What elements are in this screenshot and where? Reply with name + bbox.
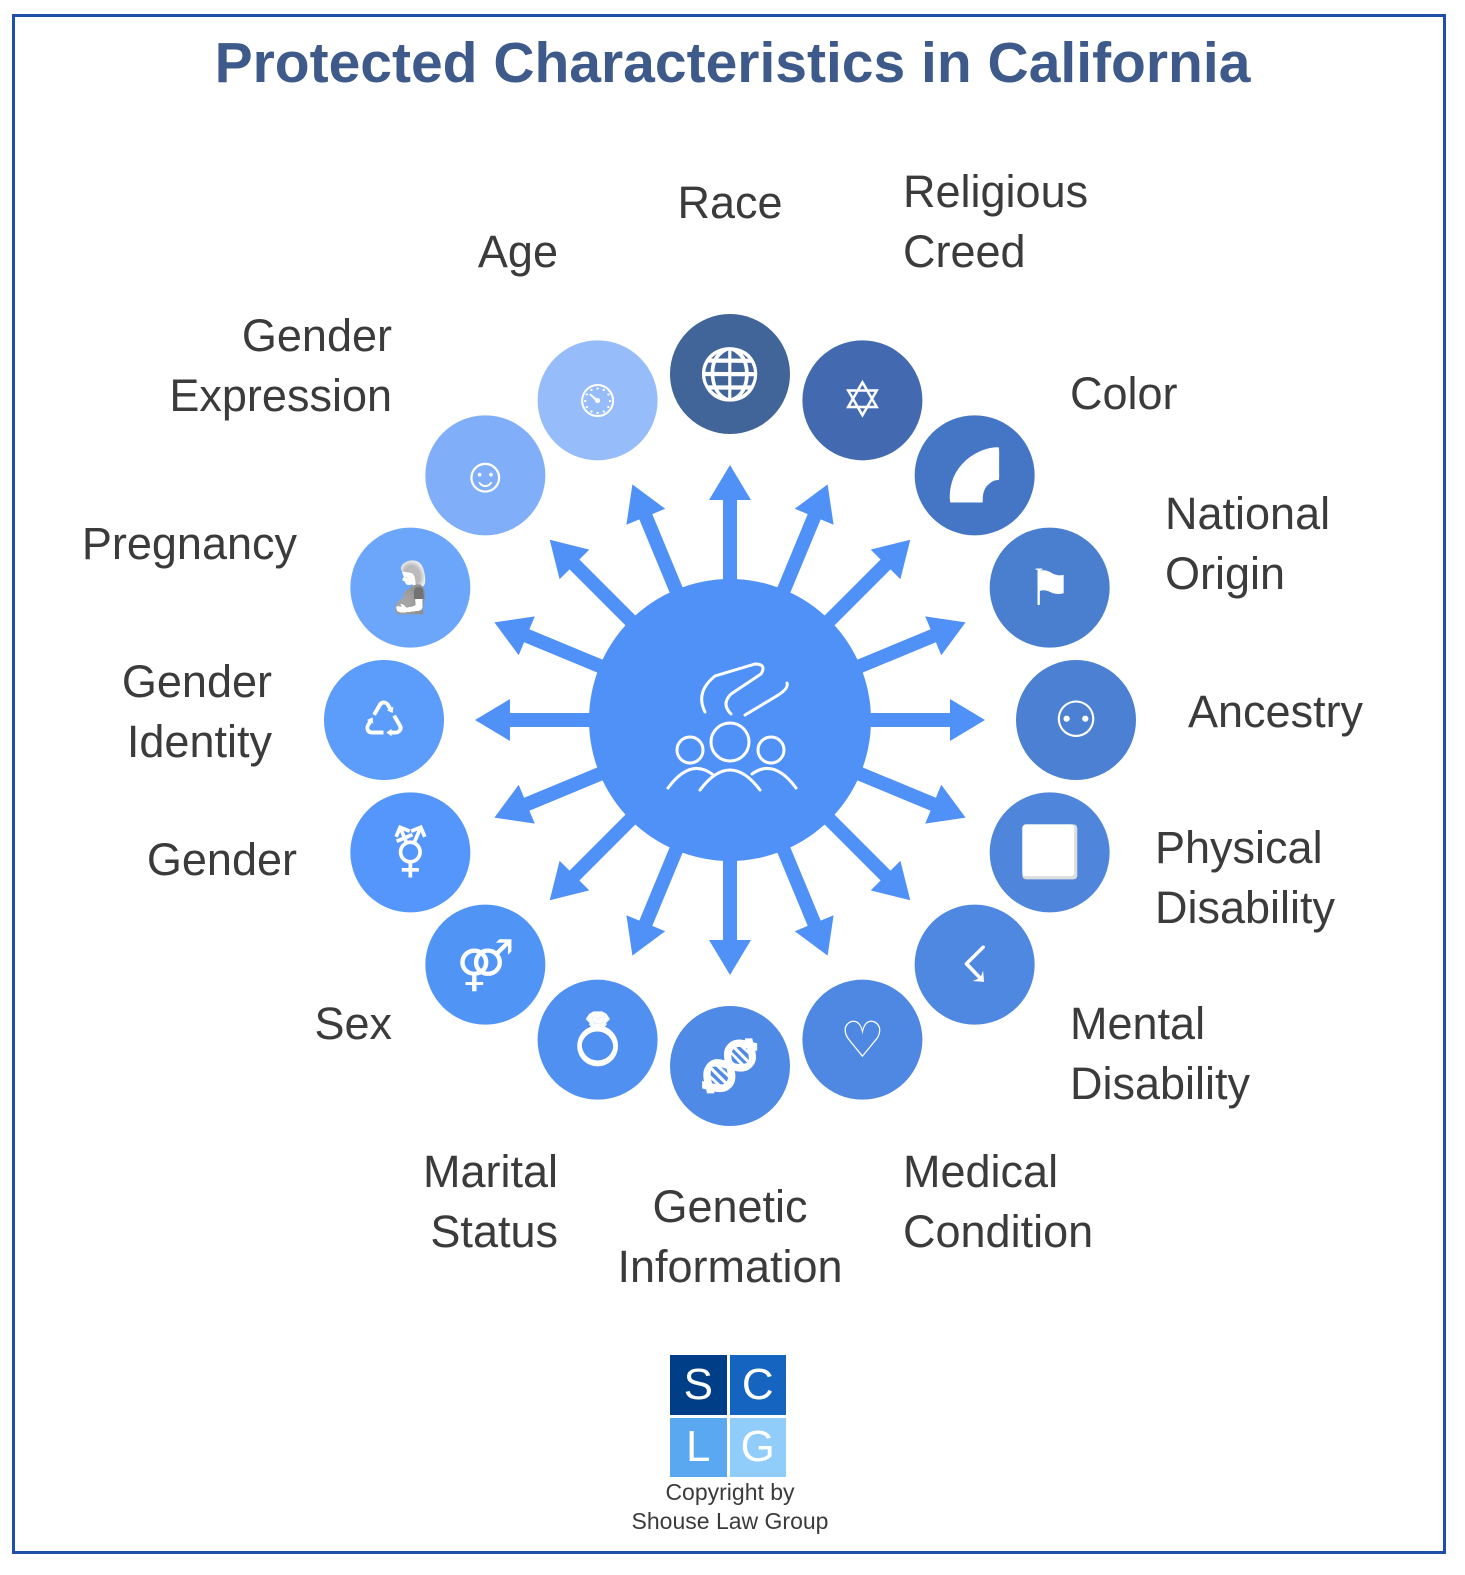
label-age: Age	[477, 226, 558, 277]
arrow	[494, 765, 608, 824]
page-title: Protected Characteristics in California	[214, 31, 1251, 95]
arrow	[820, 810, 911, 901]
item-circle-flag-path	[989, 527, 1110, 648]
arrow	[549, 539, 640, 630]
item-circle-dna	[670, 1006, 790, 1126]
item-circle-pregnant	[350, 527, 471, 648]
item-circle-transgender-symbol	[350, 792, 471, 913]
arrow	[475, 699, 595, 741]
arrow	[549, 810, 640, 901]
label-medical-condition: Medical Condition	[903, 1146, 1094, 1257]
arrow	[820, 539, 911, 630]
label-race: Race	[677, 177, 783, 228]
item-circle-person-cycle	[324, 660, 444, 780]
label-color: Color	[1070, 368, 1178, 419]
item-circle-person-hat	[425, 415, 546, 536]
label-physical-disability: Physical Disability	[1155, 822, 1336, 933]
label-genetic-information: Genetic Information	[617, 1181, 843, 1292]
logo-c: C	[729, 1355, 786, 1415]
label-pregnancy: Pregnancy	[81, 518, 297, 569]
copyright-text: Copyright by Shouse Law Group	[631, 1479, 829, 1534]
item-circle-clock-person	[537, 340, 658, 461]
label-ancestry: Ancestry	[1188, 686, 1364, 737]
item-circle-clapperboard-rainbow	[914, 415, 1035, 536]
arrow	[709, 855, 751, 975]
logo-l: L	[670, 1417, 727, 1477]
item-circle-ring-heart	[537, 979, 658, 1100]
arrow	[865, 699, 985, 741]
item-circle-head-lightning	[914, 904, 1035, 1025]
arrow	[709, 465, 751, 585]
item-circle-wheelchair	[989, 792, 1110, 913]
label-national-origin: National Origin	[1165, 488, 1331, 599]
label-gender-identity: Gender Identity	[121, 656, 272, 767]
item-circle-family-tree	[1016, 660, 1136, 780]
item-circle-globe-face	[670, 314, 790, 434]
label-sex: Sex	[314, 998, 392, 1049]
arrow	[775, 842, 834, 956]
logo-g: G	[729, 1417, 786, 1477]
arrow	[852, 616, 966, 675]
item-circle-male-female	[425, 904, 546, 1025]
arrow	[626, 842, 685, 956]
arrow	[775, 484, 834, 598]
logo-s: S	[670, 1355, 727, 1415]
arrow	[626, 484, 685, 598]
hand-over-group-icon	[666, 662, 798, 792]
label-mental-disability: Mental Disability	[1070, 998, 1251, 1109]
label-gender-expression: Gender Expression	[169, 310, 392, 421]
label-religious-creed: Religious Creed	[903, 166, 1089, 277]
item-circle-heart-stethoscope	[802, 979, 923, 1100]
arrow	[494, 616, 608, 675]
border-frame	[12, 14, 1446, 1554]
center-circle	[589, 579, 871, 861]
sclg-logo: S C L G	[670, 1355, 786, 1477]
arrow	[852, 765, 966, 824]
label-marital-status: Marital Status	[422, 1146, 558, 1257]
label-gender: Gender	[146, 834, 297, 885]
item-circle-star-scroll	[802, 340, 923, 461]
